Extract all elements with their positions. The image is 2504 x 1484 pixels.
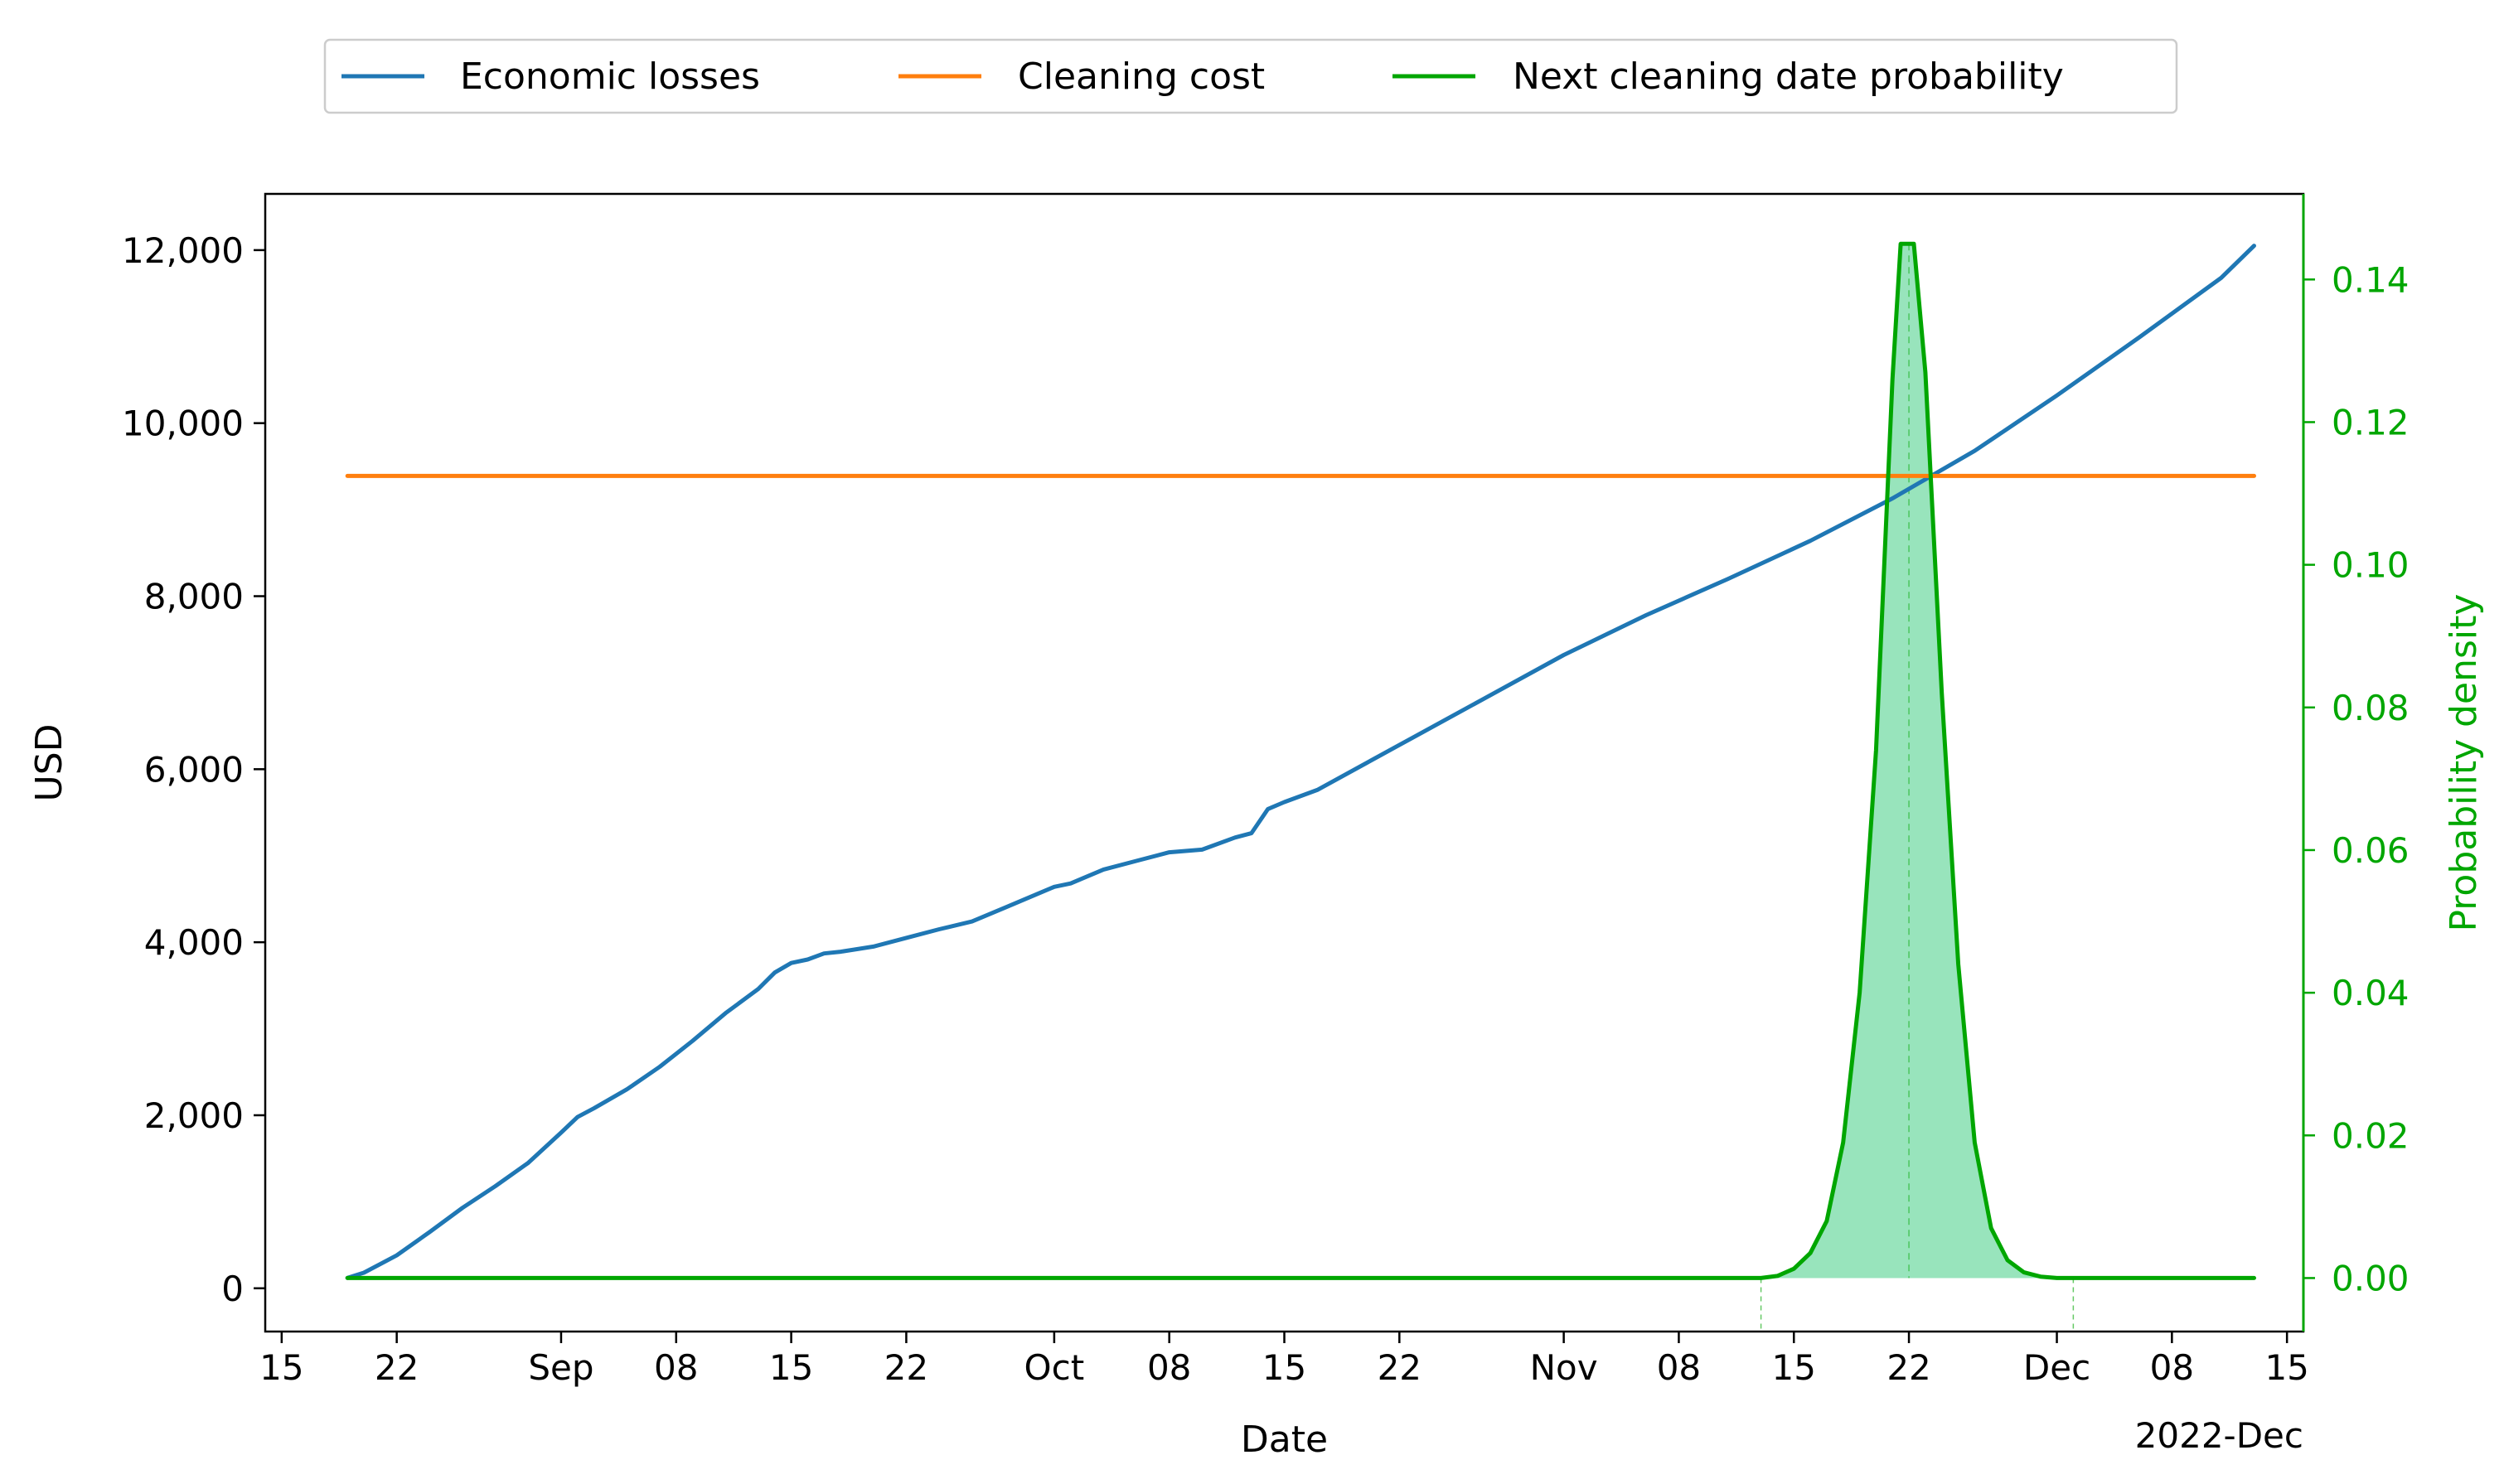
y2-tick-label: 0.12 [2332, 402, 2410, 442]
legend-box [323, 38, 2178, 114]
x-tick-label: 15 [2264, 1347, 2308, 1388]
y-axis-label: USD [28, 723, 70, 801]
y2-tick-label: 0.00 [2332, 1258, 2410, 1298]
x-tick-label: 08 [1657, 1347, 1701, 1388]
density-fill-area [1761, 244, 2074, 1279]
x-tick-label: 22 [1886, 1347, 1930, 1388]
series-layer [345, 241, 2256, 1280]
x-tick-label: 08 [1147, 1347, 1191, 1388]
x-tick-label: 15 [1262, 1347, 1306, 1388]
y-tick-label: 0 [221, 1269, 244, 1309]
x-tick-label: 15 [259, 1347, 303, 1388]
x-tick-label: 22 [884, 1347, 928, 1388]
legend: Economic losses Cleaning cost Next cleanin… [323, 38, 2178, 114]
x-tick-label: 22 [375, 1347, 419, 1388]
x-tick-label: Dec [2023, 1347, 2090, 1388]
x-axis-offset-label: 2022-Dec [2135, 1415, 2303, 1456]
y-tick-label: 10,000 [122, 404, 244, 444]
cleaning-probability-line [345, 241, 2256, 1280]
economic-losses-line [345, 244, 2256, 1280]
x-tick-label: 15 [1772, 1347, 1816, 1388]
y2-tick-label: 0.14 [2332, 259, 2410, 300]
y2-tick-label: 0.08 [2332, 688, 2410, 728]
x-tick-label: 15 [769, 1347, 813, 1388]
legend-label: Economic losses [460, 56, 760, 98]
x-tick-label: Nov [1530, 1347, 1598, 1388]
legend-label: Next cleaning date probability [1513, 56, 2064, 98]
x-tick-label: 08 [654, 1347, 698, 1388]
y2-tick-label: 0.10 [2332, 545, 2410, 586]
y-tick-label: 6,000 [144, 749, 244, 790]
y2-tick-label: 0.04 [2332, 973, 2410, 1013]
y-tick-label: 12,000 [122, 230, 244, 271]
y-tick-label: 8,000 [144, 577, 244, 617]
x-axis-label: Date [1241, 1419, 1328, 1461]
legend-label: Cleaning cost [1018, 56, 1265, 98]
x-tick-label: 22 [1378, 1347, 1422, 1388]
axes-layer: 15 22 Sep 08 15 22 Oct 08 15 22 Nov 08 15 22 Dec 08 15 0 2… [28, 192, 2485, 1461]
x-tick-label: Oct [1024, 1347, 1085, 1388]
y-tick-label: 2,000 [144, 1095, 244, 1136]
x-tick-label: 08 [2150, 1347, 2194, 1388]
y2-tick-label: 0.02 [2332, 1115, 2410, 1156]
y-tick-label: 4,000 [144, 922, 244, 963]
y2-axis-label: Probability density [2443, 594, 2485, 932]
density-fill-layer [1760, 244, 2075, 1332]
y2-tick-label: 0.06 [2332, 830, 2410, 871]
x-tick-label: Sep [528, 1347, 593, 1388]
